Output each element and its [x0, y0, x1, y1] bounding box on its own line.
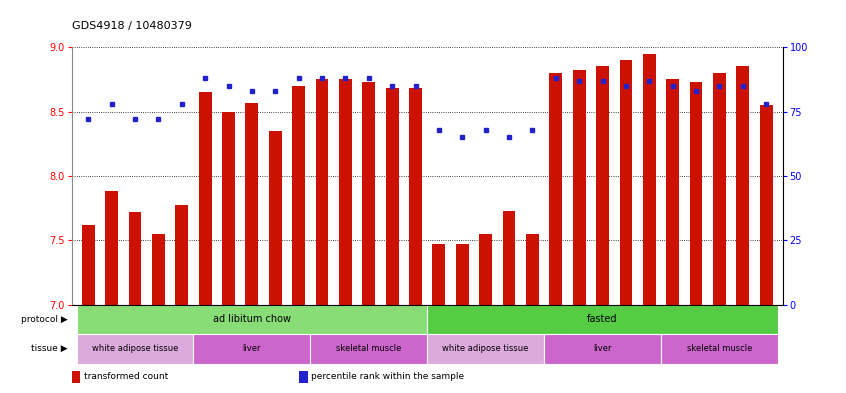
Text: skeletal muscle: skeletal muscle [336, 344, 402, 353]
Text: skeletal muscle: skeletal muscle [687, 344, 752, 353]
Text: GDS4918 / 10480379: GDS4918 / 10480379 [72, 22, 192, 31]
Bar [619, 60, 632, 305]
Text: white adipose tissue: white adipose tissue [442, 344, 529, 353]
Bar [362, 82, 376, 305]
Bar [713, 73, 726, 305]
Bar [152, 234, 165, 305]
Bar [736, 66, 750, 305]
Bar [427, 305, 777, 334]
Bar [596, 66, 609, 305]
Bar [222, 112, 235, 305]
Bar [310, 334, 427, 364]
Bar [427, 334, 544, 364]
Bar [299, 371, 308, 383]
Bar [77, 305, 427, 334]
Text: ad libitum chow: ad libitum chow [213, 314, 291, 324]
Bar [199, 92, 212, 305]
Bar [194, 334, 310, 364]
Bar [175, 206, 188, 305]
Text: fasted: fasted [587, 314, 618, 324]
Bar [544, 334, 661, 364]
Bar [409, 88, 422, 305]
Bar [549, 73, 563, 305]
Bar [526, 234, 539, 305]
Text: tissue ▶: tissue ▶ [31, 344, 68, 353]
Bar [689, 82, 702, 305]
Bar [643, 53, 656, 305]
Text: percentile rank within the sample: percentile rank within the sample [311, 372, 464, 381]
Bar [245, 103, 258, 305]
Bar [479, 234, 492, 305]
Text: white adipose tissue: white adipose tissue [92, 344, 179, 353]
Bar [432, 244, 445, 305]
Bar [316, 79, 328, 305]
Bar [82, 225, 95, 305]
Bar [72, 371, 80, 383]
Bar [292, 86, 305, 305]
Text: transformed count: transformed count [84, 372, 168, 381]
Text: liver: liver [243, 344, 261, 353]
Text: protocol ▶: protocol ▶ [21, 315, 68, 324]
Bar [456, 244, 469, 305]
Bar [661, 334, 777, 364]
Bar [129, 212, 141, 305]
Bar [269, 131, 282, 305]
Bar [77, 334, 194, 364]
Bar [760, 105, 772, 305]
Bar [667, 79, 679, 305]
Text: liver: liver [593, 344, 612, 353]
Bar [105, 191, 118, 305]
Bar [573, 70, 585, 305]
Bar [386, 88, 398, 305]
Bar [503, 211, 515, 305]
Bar [339, 79, 352, 305]
